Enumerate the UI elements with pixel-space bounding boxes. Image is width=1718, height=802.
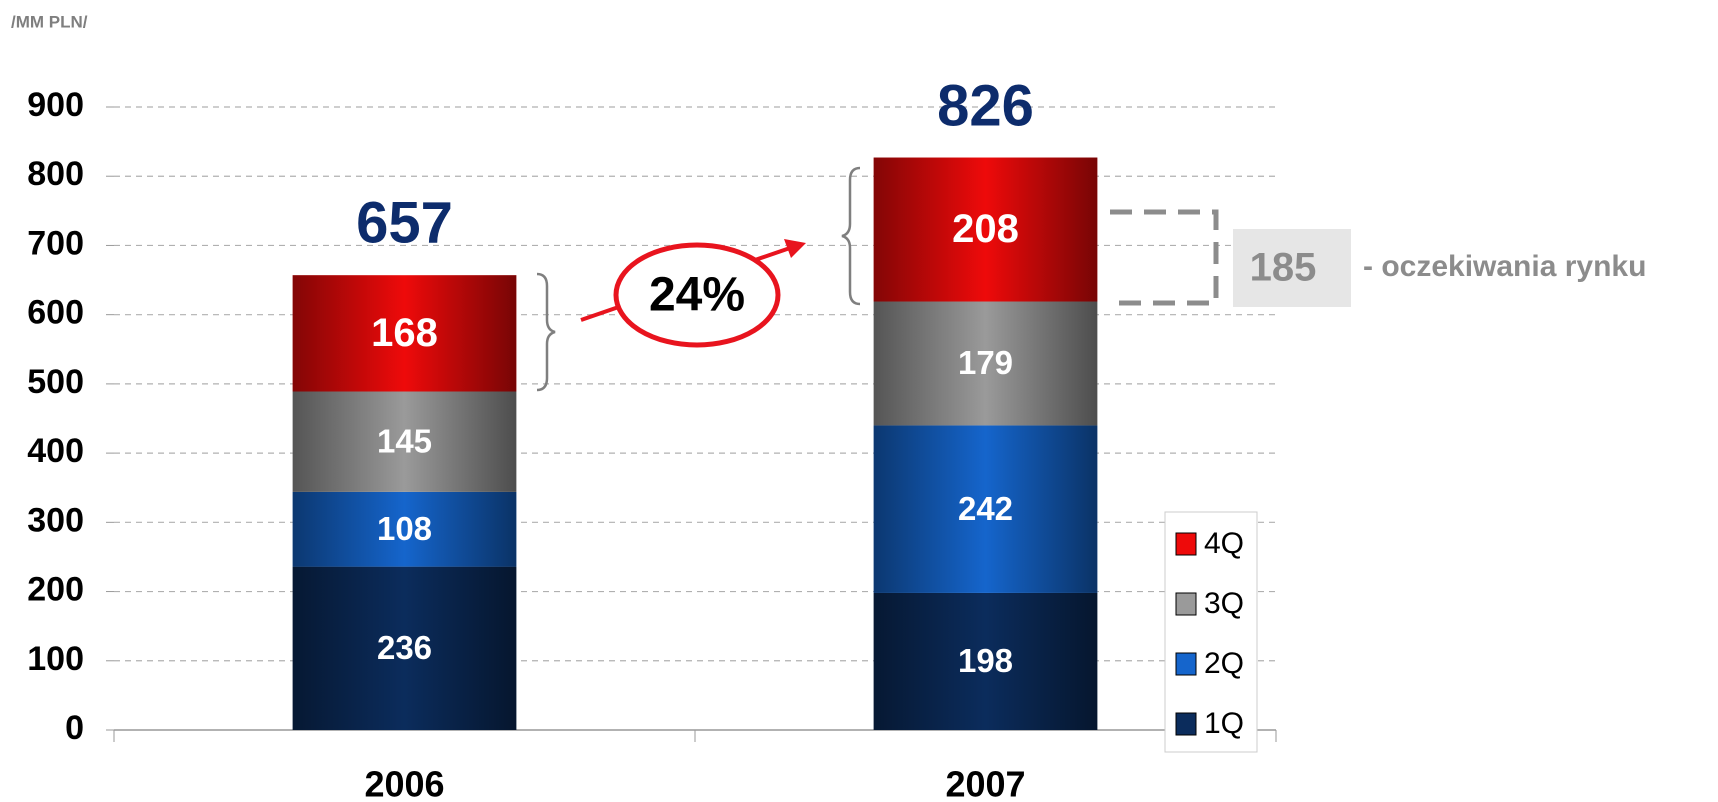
y-tick-label: 300 (27, 501, 84, 539)
expectation-box (1233, 229, 1351, 307)
y-tick-label: 700 (27, 224, 84, 262)
growth-label: 24% (649, 269, 745, 322)
growth-ellipse (613, 242, 781, 348)
bar-shade (292, 491, 517, 567)
total-label: 826 (937, 74, 1034, 139)
legend-swatch (1175, 712, 1197, 736)
value-label: 198 (958, 642, 1013, 679)
y-tick-label: 400 (27, 432, 84, 470)
value-label: 242 (958, 490, 1013, 527)
brace (841, 166, 861, 306)
value-label: 208 (952, 207, 1019, 251)
legend-label: 3Q (1204, 587, 1244, 620)
legend-label: 2Q (1204, 647, 1244, 680)
y-tick-label: 0 (65, 709, 84, 747)
bar-shade (292, 275, 517, 392)
legend-label: 1Q (1204, 707, 1244, 740)
legend-swatch (1175, 532, 1197, 556)
value-label: 108 (377, 510, 432, 547)
total-label: 657 (356, 191, 453, 256)
y-tick-label: 600 (27, 294, 84, 332)
expectation-value: 185 (1250, 246, 1317, 290)
bar-shade (873, 301, 1098, 426)
y-tick-label: 200 (27, 571, 84, 609)
bar-shade (873, 592, 1098, 730)
y-tick-label: 500 (27, 363, 84, 401)
x-tick-label: 2006 (364, 764, 444, 802)
unit-label: /MM PLN/ (11, 12, 88, 31)
value-label: 179 (958, 344, 1013, 381)
expectation-label: - oczekiwania rynku (1363, 250, 1646, 283)
x-tick-label: 2007 (945, 764, 1025, 802)
y-tick-label: 800 (27, 155, 84, 193)
arrow-head (784, 239, 806, 258)
bar-shade (292, 566, 517, 730)
brace (536, 272, 556, 392)
bar-shade (292, 391, 517, 492)
annotations: 24% 185 - oczekiwania rynku (536, 166, 1646, 392)
legend-swatch (1175, 592, 1197, 616)
value-label: 168 (371, 311, 438, 355)
legend-swatch (1175, 652, 1197, 676)
value-label: 236 (377, 629, 432, 666)
bar-shade (873, 157, 1098, 302)
y-tick-label: 900 (27, 86, 84, 124)
value-label: 145 (377, 422, 432, 459)
y-tick-label: 100 (27, 640, 84, 678)
bar-shade (873, 425, 1098, 593)
legend-label: 4Q (1204, 527, 1244, 560)
dashed-bracket (1110, 209, 1219, 306)
